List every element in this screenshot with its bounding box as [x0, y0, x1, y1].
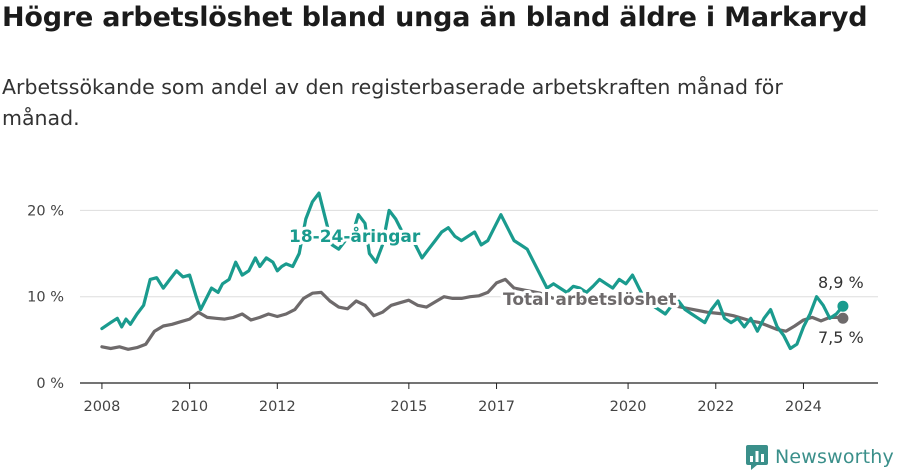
x-tick-label: 2020: [610, 399, 647, 415]
series-label-total: Total arbetslöshet: [503, 290, 677, 310]
page-subtitle: Arbetssökande som andel av den registerb…: [2, 75, 783, 130]
end-point-youth: [837, 300, 849, 312]
end-label-youth: 8,9 %: [818, 273, 864, 292]
x-tick-label: 2024: [785, 399, 822, 415]
x-tick-label: 2015: [390, 399, 427, 415]
series-label-total-halo: Total arbetslöshet: [503, 290, 677, 310]
y-tick-label: 10 %: [27, 290, 64, 306]
newsworthy-logo-icon: [745, 445, 768, 470]
page-title: Högre arbetslöshet bland unga än bland ä…: [2, 2, 868, 33]
y-tick-label: 20 %: [27, 203, 64, 219]
x-tick-label: 2012: [259, 399, 296, 415]
x-tick-label: 2010: [171, 399, 208, 415]
end-label-total: 7,5 %: [818, 328, 864, 347]
end-point-total: [837, 312, 849, 324]
x-tick-label: 2022: [697, 399, 734, 415]
brand-name: Newsworthy: [774, 446, 894, 468]
series-line-youth: [100, 191, 845, 351]
x-tick-label: 2017: [478, 399, 515, 415]
x-tick-label: 2008: [83, 399, 120, 415]
y-tick-label: 0 %: [36, 376, 64, 392]
series-label-youth: 18-24-åringar: [289, 225, 421, 247]
series-label-youth-halo: 18-24-åringar: [289, 225, 421, 247]
brand-logo[interactable]: Newsworthy: [745, 444, 894, 470]
